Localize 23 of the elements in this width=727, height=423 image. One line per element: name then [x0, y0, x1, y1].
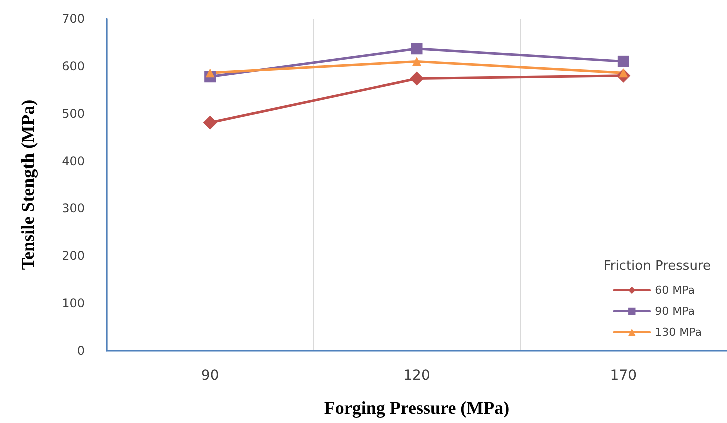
x-tick-label: 170 — [610, 368, 638, 384]
y-tick-label: 100 — [62, 296, 85, 311]
legend-label: 130 MPa — [655, 326, 702, 339]
point — [410, 72, 424, 86]
legend-label: 60 MPa — [655, 284, 696, 297]
x-tick-label: 120 — [404, 368, 430, 384]
y-tick-label: 400 — [62, 154, 85, 168]
y-tick-label: 600 — [62, 59, 85, 74]
y-tick-label: 200 — [62, 249, 85, 264]
x-axis-title: Forging Pressure (MPa) — [324, 398, 510, 418]
point — [203, 116, 218, 130]
point — [411, 43, 423, 55]
legend-label: 90 MPa — [655, 305, 696, 318]
x-tick-label: 90 — [201, 368, 220, 384]
y-axis-title: Tensile Stength (MPa) — [18, 100, 38, 270]
y-tick-label: 500 — [62, 106, 85, 121]
point — [412, 57, 422, 66]
y-tick-label: 0 — [77, 344, 85, 358]
y-tick-label: 300 — [62, 202, 85, 216]
point — [618, 56, 630, 68]
y-tick-label: 700 — [62, 12, 85, 26]
legend-title: Friction Pressure — [604, 259, 712, 274]
point — [206, 68, 215, 78]
